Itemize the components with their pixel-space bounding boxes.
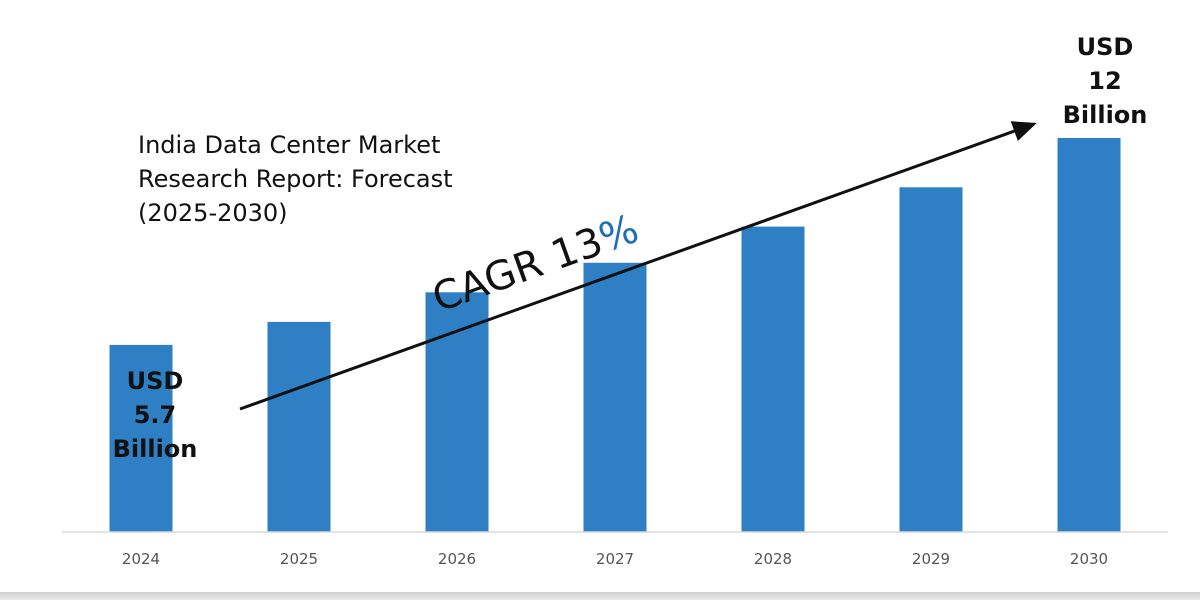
- chart-title-line-1: India Data Center Market: [138, 131, 441, 159]
- bar-2030: [1057, 138, 1121, 532]
- end-value-number: 12: [1088, 67, 1122, 95]
- bar-2025: [267, 321, 331, 532]
- x-tick-2027: 2027: [596, 550, 634, 568]
- chart-title: India Data Center Market Research Report…: [138, 128, 453, 230]
- cagr-label-text: CAGR 13: [427, 219, 609, 322]
- x-tick-labels: 2024 2025 2026 2027 2028 2029 2030: [122, 550, 1108, 568]
- chart-title-line-2: Research Report: Forecast: [138, 165, 453, 193]
- bar-2027: [583, 262, 647, 532]
- x-tick-2029: 2029: [912, 550, 950, 568]
- end-value-currency: USD: [1076, 33, 1134, 61]
- cagr-arrow: [239, 121, 1037, 411]
- end-value-unit: Billion: [1062, 101, 1148, 129]
- x-tick-2028: 2028: [754, 550, 792, 568]
- start-value-unit: Billion: [112, 435, 198, 463]
- x-tick-2025: 2025: [280, 550, 318, 568]
- bar-2029: [899, 187, 963, 533]
- bar-2026: [425, 292, 489, 532]
- bar-2024: [109, 344, 173, 533]
- bars: [109, 138, 1121, 533]
- start-value-label: USD 5.7 Billion: [95, 364, 215, 466]
- x-tick-2026: 2026: [438, 550, 476, 568]
- bar-2028: [741, 226, 805, 532]
- x-tick-2024: 2024: [122, 550, 160, 568]
- start-value-currency: USD: [126, 367, 184, 395]
- bottom-divider: [0, 592, 1200, 600]
- chart-title-line-3: (2025-2030): [138, 199, 288, 227]
- end-value-label: USD 12 Billion: [1045, 30, 1165, 132]
- start-value-number: 5.7: [133, 401, 177, 429]
- x-tick-2030: 2030: [1070, 550, 1108, 568]
